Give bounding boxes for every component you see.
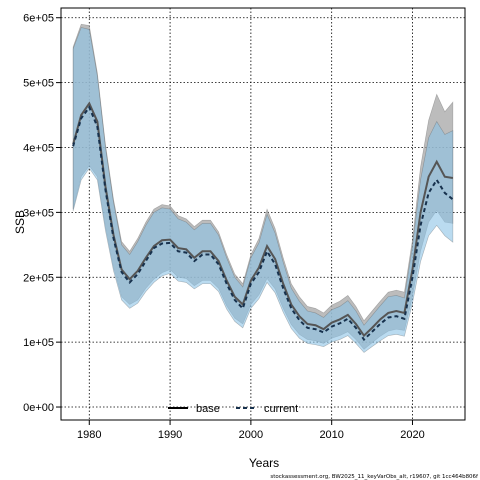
y-axis-label: SSB (13, 210, 27, 234)
x-tick-label: 2020 (400, 429, 424, 441)
y-tick-label: 2e+05 (23, 272, 54, 284)
y-tick-label: 6e+05 (23, 13, 54, 25)
x-axis-label: Years (249, 456, 279, 470)
legend: base current (168, 403, 298, 415)
y-axis-ticks: 0e+00 1e+05 2e+05 3e+05 4e+05 5e+05 6e+05 (23, 13, 61, 414)
y-tick-label: 5e+05 (23, 78, 54, 90)
y-tick-label: 3e+05 (23, 207, 54, 219)
series-line-current (72, 105, 454, 342)
confidence-band-current (72, 27, 454, 353)
legend-label-base: base (196, 403, 220, 415)
x-tick-label: 1990 (158, 429, 182, 441)
x-tick-label: 2000 (239, 429, 263, 441)
series-line-base (72, 101, 454, 338)
x-tick-label: 1980 (77, 429, 101, 441)
grid (61, 8, 465, 420)
x-tick-label: 2010 (319, 429, 343, 441)
y-tick-label: 1e+05 (23, 337, 54, 349)
x-axis-ticks: 1980 1990 2000 2010 2020 (77, 420, 425, 441)
y-tick-label: 0e+00 (23, 402, 54, 414)
uncertainty-bands (72, 23, 454, 353)
y-tick-label: 4e+05 (23, 142, 54, 154)
plot-frame (60, 7, 466, 421)
series-lines (72, 101, 454, 342)
legend-label-current: current (264, 403, 298, 415)
footnote: stockassessment.org, BW2025_11_keyVarObs… (270, 474, 479, 480)
